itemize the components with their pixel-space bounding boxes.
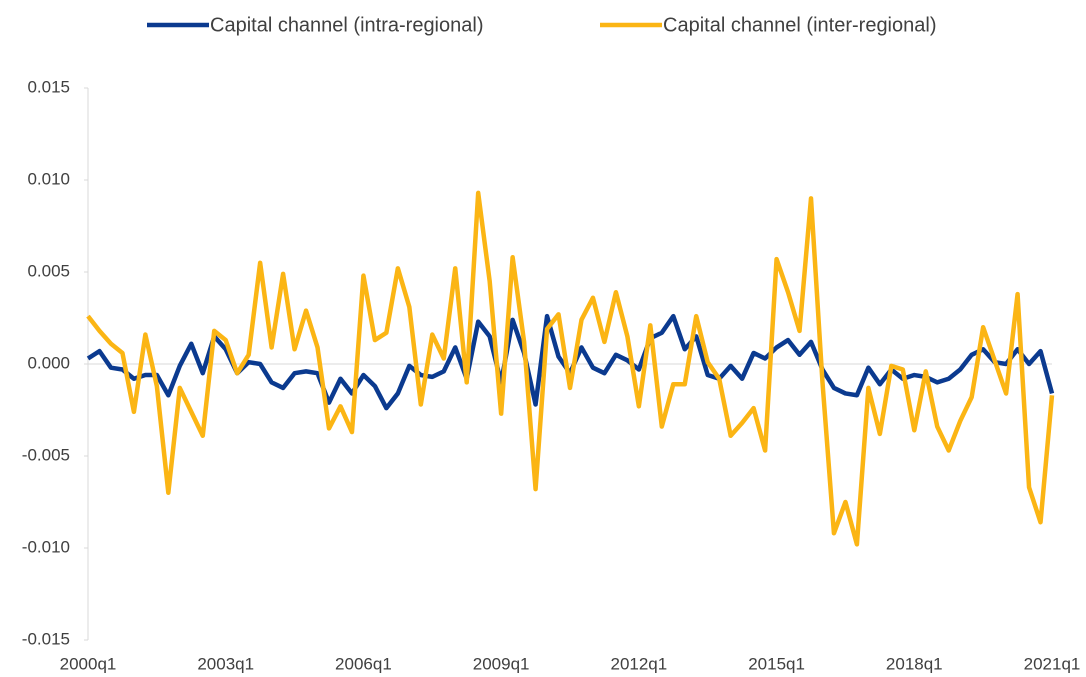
x-tick-label: 2021q1 bbox=[1024, 654, 1081, 673]
x-tick-label: 2018q1 bbox=[886, 654, 943, 673]
x-tick-label: 2015q1 bbox=[748, 654, 805, 673]
y-tick-label: -0.015 bbox=[22, 629, 70, 648]
x-tick-label: 2000q1 bbox=[60, 654, 117, 673]
legend-label: Capital channel (inter-regional) bbox=[663, 14, 936, 36]
x-tick-label: 2006q1 bbox=[335, 654, 392, 673]
y-tick-label: 0.000 bbox=[27, 353, 70, 372]
y-tick-label: 0.015 bbox=[27, 77, 70, 96]
y-tick-label: 0.010 bbox=[27, 169, 70, 188]
x-tick-label: 2012q1 bbox=[610, 654, 667, 673]
y-tick-label: -0.010 bbox=[22, 537, 70, 556]
y-tick-label: 0.005 bbox=[27, 261, 70, 280]
x-tick-label: 2009q1 bbox=[473, 654, 530, 673]
legend-label: Capital channel (intra-regional) bbox=[210, 14, 483, 36]
x-tick-label: 2003q1 bbox=[197, 654, 254, 673]
line-series bbox=[86, 190, 1055, 547]
y-tick-label: -0.005 bbox=[22, 445, 70, 464]
